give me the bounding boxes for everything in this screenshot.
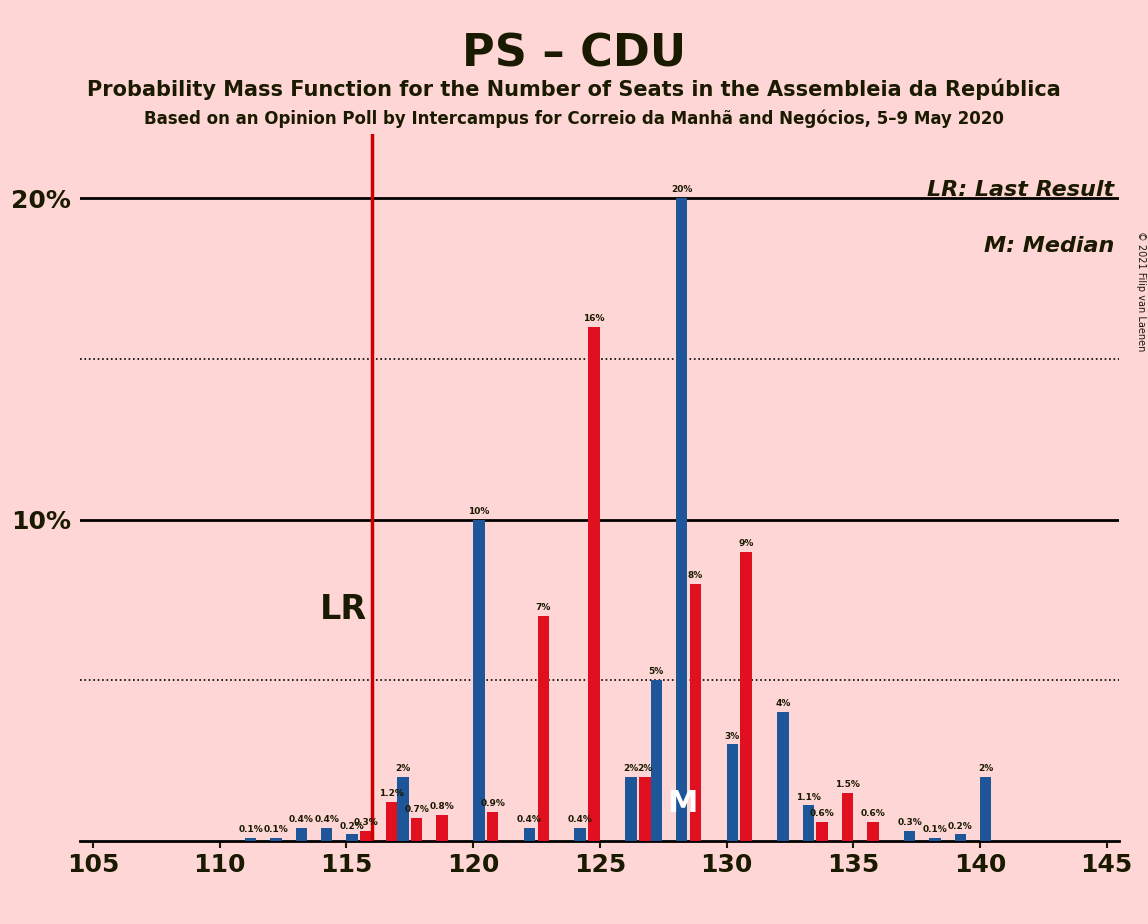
Bar [777, 712, 789, 841]
Text: 9%: 9% [738, 539, 754, 548]
Bar [473, 519, 484, 841]
Text: 0.7%: 0.7% [404, 806, 429, 814]
Bar [360, 832, 372, 841]
Text: 2%: 2% [978, 764, 993, 772]
Bar [816, 821, 828, 841]
Text: 0.3%: 0.3% [354, 819, 379, 827]
Text: 0.8%: 0.8% [429, 802, 455, 811]
Text: 0.3%: 0.3% [898, 819, 922, 827]
Bar [386, 802, 397, 841]
Text: © 2021 Filip van Laenen: © 2021 Filip van Laenen [1135, 231, 1146, 351]
Text: 1.5%: 1.5% [835, 780, 860, 789]
Bar [727, 745, 738, 841]
Text: 0.9%: 0.9% [480, 799, 505, 808]
Bar [841, 793, 853, 841]
Bar [740, 552, 752, 841]
Text: 2%: 2% [395, 764, 411, 772]
Bar [980, 776, 992, 841]
Text: PS – CDU: PS – CDU [461, 32, 687, 76]
Text: 0.6%: 0.6% [809, 808, 835, 818]
Text: 10%: 10% [468, 506, 489, 516]
Bar [802, 806, 814, 841]
Bar [929, 838, 940, 841]
Text: Probability Mass Function for the Number of Seats in the Assembleia da República: Probability Mass Function for the Number… [87, 79, 1061, 100]
Bar [574, 828, 585, 841]
Text: 0.2%: 0.2% [340, 821, 365, 831]
Bar [676, 199, 688, 841]
Text: M: Median: M: Median [984, 237, 1114, 257]
Text: 2%: 2% [623, 764, 638, 772]
Text: M: M [667, 789, 697, 819]
Bar [903, 832, 915, 841]
Bar [397, 776, 409, 841]
Text: 1.2%: 1.2% [379, 789, 404, 798]
Text: Based on an Opinion Poll by Intercampus for Correio da Manhã and Negócios, 5–9 M: Based on an Opinion Poll by Intercampus … [144, 109, 1004, 128]
Text: 0.1%: 0.1% [239, 825, 263, 833]
Text: 20%: 20% [670, 186, 692, 194]
Bar [321, 828, 333, 841]
Bar [690, 584, 701, 841]
Text: 4%: 4% [775, 699, 791, 709]
Text: 8%: 8% [688, 571, 703, 580]
Bar [411, 819, 422, 841]
Text: 0.1%: 0.1% [264, 825, 288, 833]
Bar [867, 821, 878, 841]
Bar [347, 834, 358, 841]
Bar [296, 828, 308, 841]
Text: 16%: 16% [583, 314, 605, 322]
Text: LR: Last Result: LR: Last Result [926, 180, 1114, 200]
Bar [436, 815, 448, 841]
Text: 0.6%: 0.6% [861, 808, 885, 818]
Text: 0.4%: 0.4% [315, 815, 339, 824]
Bar [955, 834, 965, 841]
Bar [651, 680, 662, 841]
Text: 5%: 5% [649, 667, 664, 676]
Text: 1.1%: 1.1% [796, 793, 821, 802]
Bar [245, 838, 256, 841]
Text: 0.4%: 0.4% [517, 815, 542, 824]
Text: 2%: 2% [637, 764, 652, 772]
Text: 3%: 3% [724, 732, 739, 741]
Bar [271, 838, 281, 841]
Text: 7%: 7% [536, 603, 551, 612]
Text: 0.1%: 0.1% [923, 825, 947, 833]
Bar [523, 828, 535, 841]
Bar [639, 776, 651, 841]
Bar [537, 616, 549, 841]
Bar [487, 812, 498, 841]
Text: 0.4%: 0.4% [568, 815, 592, 824]
Bar [589, 327, 600, 841]
Text: 0.2%: 0.2% [948, 821, 972, 831]
Bar [626, 776, 637, 841]
Text: 0.4%: 0.4% [289, 815, 313, 824]
Text: LR: LR [319, 593, 366, 626]
